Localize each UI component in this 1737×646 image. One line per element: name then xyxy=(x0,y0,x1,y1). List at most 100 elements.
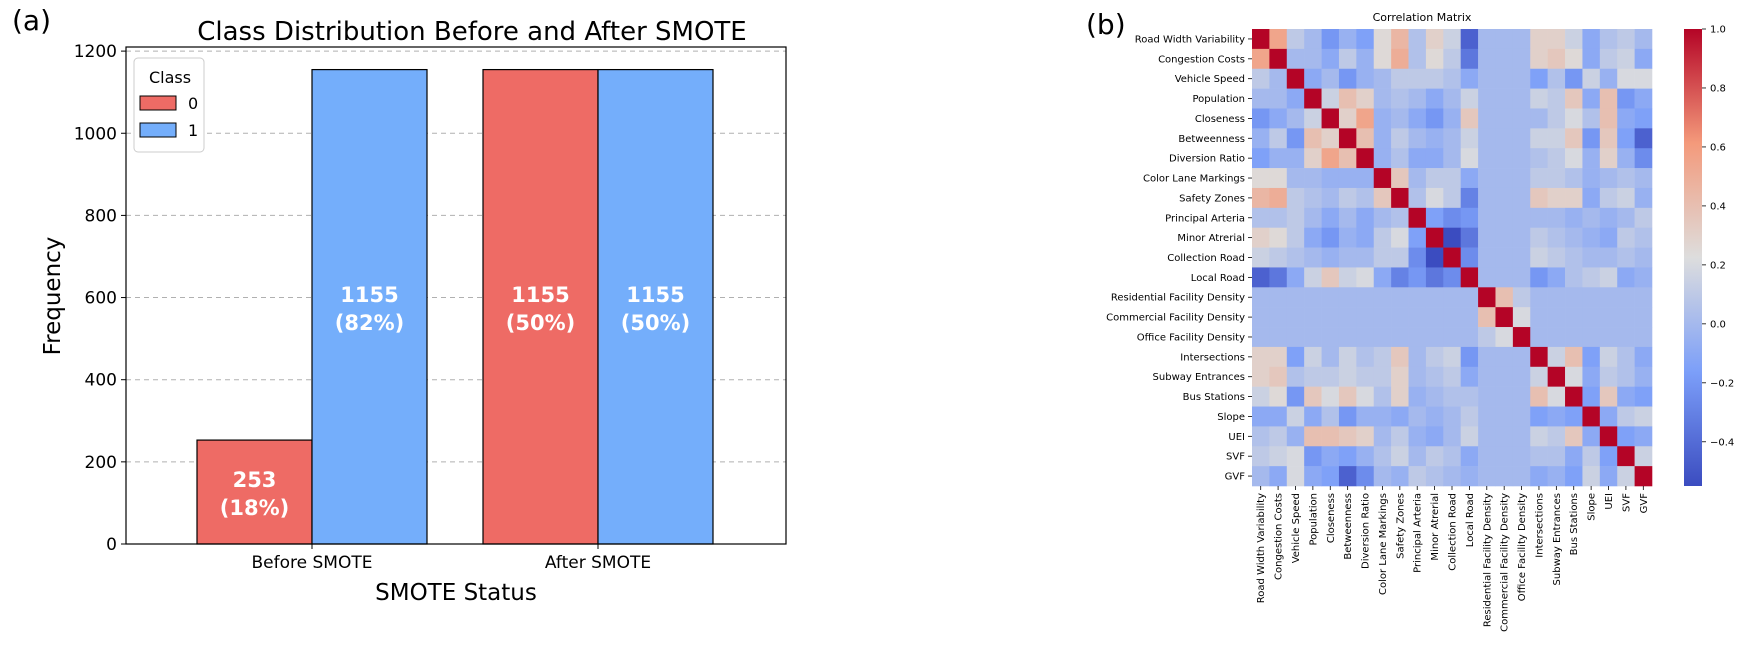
heatmap-cell xyxy=(1495,207,1514,228)
heatmap-cell xyxy=(1321,128,1340,149)
heatmap-cell xyxy=(1512,168,1531,189)
heatmap-cell xyxy=(1495,128,1514,149)
heatmap-cell xyxy=(1599,247,1618,268)
heatmap-cell xyxy=(1512,267,1531,288)
heatmap-cell xyxy=(1495,227,1514,248)
col-label-vehicle-speed: Vehicle Speed xyxy=(1291,493,1302,563)
heatmap-cell xyxy=(1338,366,1357,387)
heatmap-cell xyxy=(1495,187,1514,209)
heatmap-cell xyxy=(1599,287,1618,308)
heatmap-cell xyxy=(1425,187,1444,209)
heatmap-cell xyxy=(1373,168,1392,189)
heatmap-cell xyxy=(1582,148,1601,169)
heatmap-cells xyxy=(1252,29,1653,487)
heatmap-cell xyxy=(1530,466,1548,487)
heatmap-cell xyxy=(1356,446,1375,467)
heatmap-cell xyxy=(1408,446,1427,467)
heatmap-cell xyxy=(1460,307,1479,328)
heatmap-cell xyxy=(1547,247,1566,268)
heatmap-cell xyxy=(1582,327,1601,348)
heatmap-cell xyxy=(1304,108,1322,129)
heatmap-cell xyxy=(1304,346,1322,368)
heatmap-cell xyxy=(1373,446,1392,467)
heatmap-cell xyxy=(1547,466,1566,487)
heatmap-cell xyxy=(1425,426,1444,447)
heatmap-cell xyxy=(1425,29,1444,50)
row-label-office-facility-density: Office Facility Density xyxy=(1137,332,1245,343)
heatmap-cell xyxy=(1530,207,1548,228)
bar-data-label: 253 xyxy=(233,468,277,492)
heatmap-cell xyxy=(1617,346,1635,368)
heatmap-cell xyxy=(1460,466,1479,487)
heatmap-cell xyxy=(1408,29,1427,50)
heatmap-cell xyxy=(1304,227,1322,248)
heatmap-cell xyxy=(1321,247,1340,268)
heatmap-cell xyxy=(1269,227,1288,248)
heatmap-cell xyxy=(1634,426,1653,447)
row-label-vehicle-speed: Vehicle Speed xyxy=(1175,74,1245,85)
heatmap-cell xyxy=(1478,426,1496,447)
heatmap-cell xyxy=(1512,287,1531,308)
heatmap-cell xyxy=(1425,48,1444,70)
heatmap-title: Correlation Matrix xyxy=(1373,11,1472,24)
heatmap-cell xyxy=(1547,307,1566,328)
heatmap-cell xyxy=(1530,307,1548,328)
heatmap-cell xyxy=(1304,207,1322,228)
heatmap-cell xyxy=(1408,148,1427,169)
heatmap-cell xyxy=(1443,88,1461,109)
bar-after-smote-class-1 xyxy=(597,68,714,545)
heatmap-cell xyxy=(1373,327,1392,348)
heatmap-cell xyxy=(1634,148,1653,169)
heatmap-cell xyxy=(1599,386,1618,407)
bar-after-smote-class-0 xyxy=(482,68,599,545)
heatmap-cell xyxy=(1565,307,1583,328)
heatmap-cell xyxy=(1495,287,1514,308)
colorbar-tick-label: 1.0 xyxy=(1710,25,1726,36)
heatmap-cell xyxy=(1252,187,1270,209)
col-label-population: Population xyxy=(1308,493,1319,546)
heatmap-cell xyxy=(1286,88,1305,109)
heatmap-cell xyxy=(1565,267,1583,288)
heatmap-cell xyxy=(1391,88,1409,109)
heatmap-cell xyxy=(1478,406,1496,427)
heatmap-cell xyxy=(1495,406,1514,427)
bar-data-label: 1155 xyxy=(626,283,684,307)
row-label-closeness: Closeness xyxy=(1195,114,1245,125)
heatmap-cell xyxy=(1321,466,1340,487)
heatmap-cell xyxy=(1547,168,1566,189)
row-label-intersections: Intersections xyxy=(1180,352,1245,363)
heatmap-cell xyxy=(1338,386,1357,407)
heatmap-cell xyxy=(1408,68,1427,89)
col-label-collection-road: Collection Road xyxy=(1448,493,1459,571)
heatmap-cell xyxy=(1599,48,1618,70)
heatmap-cell xyxy=(1286,466,1305,487)
heatmap-cell xyxy=(1252,346,1270,368)
heatmap-cell xyxy=(1530,406,1548,427)
heatmap-cell xyxy=(1547,148,1566,169)
bar-data-label: (18%) xyxy=(220,496,289,520)
heatmap-cell xyxy=(1599,406,1618,427)
heatmap-cell xyxy=(1617,29,1635,50)
heatmap-cell xyxy=(1443,128,1461,149)
heatmap-cell xyxy=(1269,466,1288,487)
heatmap-cell xyxy=(1338,48,1357,70)
heatmap-cell xyxy=(1495,466,1514,487)
heatmap-cell xyxy=(1356,426,1375,447)
heatmap-cell xyxy=(1565,148,1583,169)
heatmap-cell xyxy=(1286,207,1305,228)
heatmap-cell xyxy=(1565,48,1583,70)
heatmap-cell xyxy=(1373,287,1392,308)
heatmap-cell xyxy=(1634,108,1653,129)
heatmap-cell xyxy=(1391,446,1409,467)
heatmap-cell xyxy=(1304,29,1322,50)
heatmap-cell xyxy=(1391,48,1409,70)
heatmap-cell xyxy=(1356,29,1375,50)
heatmap-cell xyxy=(1356,88,1375,109)
heatmap-cell xyxy=(1530,366,1548,387)
heatmap-cell xyxy=(1512,29,1531,50)
heatmap-cell xyxy=(1321,148,1340,169)
heatmap-cell xyxy=(1252,327,1270,348)
heatmap-cell xyxy=(1391,29,1409,50)
heatmap-cell xyxy=(1478,446,1496,467)
heatmap-cell xyxy=(1373,406,1392,427)
